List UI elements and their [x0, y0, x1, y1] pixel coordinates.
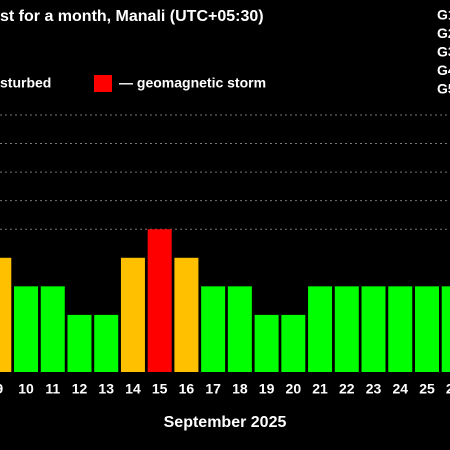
bar — [201, 286, 226, 372]
bar — [94, 314, 119, 372]
x-axis-label: September 2025 — [164, 414, 287, 431]
bar — [308, 286, 333, 372]
legend-label: — geomagnetic storm — [119, 75, 266, 91]
bar — [334, 286, 359, 372]
bar — [174, 257, 199, 372]
x-tick-label: 24 — [392, 381, 408, 397]
x-tick-label: 23 — [366, 381, 382, 397]
x-tick-label: 14 — [125, 381, 141, 397]
x-tick-label: 26 — [446, 381, 450, 397]
bar — [120, 257, 145, 372]
x-tick-label: 13 — [98, 381, 114, 397]
x-tick-label: 22 — [339, 381, 355, 397]
bar — [361, 286, 386, 372]
x-tick-label: 11 — [45, 381, 60, 397]
storm-level-label: G2 — [437, 25, 450, 41]
bar — [227, 286, 252, 372]
bar — [40, 286, 65, 372]
legend-label: sturbed — [0, 75, 51, 91]
bar — [441, 286, 450, 372]
bar — [254, 314, 279, 372]
bar — [0, 257, 12, 372]
x-tick-label: 15 — [152, 381, 168, 397]
x-tick-label: 18 — [232, 381, 248, 397]
x-tick-label: 9 — [0, 381, 3, 397]
bar — [67, 314, 92, 372]
x-tick-label: 17 — [205, 381, 221, 397]
bar — [147, 229, 172, 372]
bar — [14, 286, 39, 372]
storm-level-label: G1 — [437, 7, 450, 23]
x-tick-label: 12 — [72, 381, 88, 397]
x-tick-label: 10 — [18, 381, 34, 397]
storm-level-label: G3 — [437, 44, 450, 60]
storm-level-label: G5 — [437, 81, 450, 97]
chart-title: st for a month, Manali (UTC+05:30) — [0, 8, 264, 25]
bar — [388, 286, 413, 372]
legend-swatch — [94, 75, 112, 92]
bar — [414, 286, 439, 372]
x-tick-label: 16 — [179, 381, 195, 397]
storm-level-label: G4 — [437, 62, 450, 78]
bar — [281, 314, 306, 372]
x-tick-label: 21 — [312, 381, 328, 397]
x-tick-label: 20 — [286, 381, 302, 397]
x-tick-label: 25 — [419, 381, 435, 397]
x-tick-label: 19 — [259, 381, 275, 397]
